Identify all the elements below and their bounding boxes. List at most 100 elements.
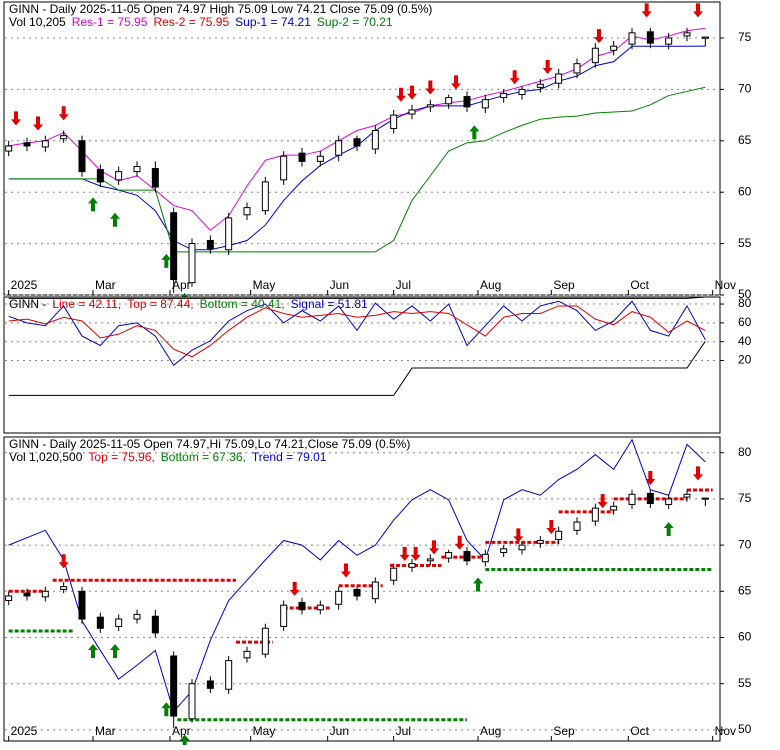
candle-body xyxy=(665,37,673,45)
x-tick-label: Oct xyxy=(630,724,649,738)
y-tick-label: 60 xyxy=(738,184,752,198)
candle-body xyxy=(683,493,691,498)
candle-body xyxy=(206,240,214,250)
candle-body xyxy=(225,217,233,251)
candle-body xyxy=(408,563,416,568)
x-tick-label: Sep xyxy=(553,724,575,738)
legend-entry: Res-1 = 75.95 xyxy=(72,15,148,29)
sell-arrow xyxy=(645,471,656,486)
candle-body xyxy=(591,507,599,522)
sell-arrow xyxy=(407,85,417,100)
indicator-line xyxy=(8,341,706,396)
y-tick-label: 80 xyxy=(738,445,752,459)
buy-arrow xyxy=(161,253,172,268)
y-tick-label: 70 xyxy=(738,82,752,96)
candle-body xyxy=(78,140,86,173)
y-tick-label: 20 xyxy=(738,353,752,367)
legend-entry: GINN - xyxy=(9,297,46,311)
sell-arrow xyxy=(33,116,43,131)
panel-frame xyxy=(3,1,721,296)
candle-body xyxy=(353,588,361,597)
legend-entry: Bottom = 40.41, xyxy=(200,297,285,311)
candle-body xyxy=(555,73,563,84)
candle-body xyxy=(555,530,563,541)
sell-arrow xyxy=(341,563,351,578)
candle-body xyxy=(390,114,398,129)
legend-entry: Vol 1,020,500 xyxy=(9,450,83,464)
y-tick-label: 55 xyxy=(738,676,752,690)
candle-body xyxy=(536,539,544,544)
legend-entry: Res-2 = 75.95 xyxy=(153,15,229,29)
candle-body xyxy=(206,680,214,689)
buy-arrow xyxy=(161,702,172,717)
x-tick-label: Aug xyxy=(480,724,501,738)
legend-entry: Signal = 51.81 xyxy=(291,297,368,311)
sell-arrow xyxy=(58,554,69,569)
candle-body xyxy=(518,544,526,551)
panel-title: GINN - Daily 2025-11-05 Open 74.97,Hi 75… xyxy=(9,437,410,451)
x-tick-label: Jun xyxy=(330,724,349,738)
candle-body xyxy=(573,63,581,74)
panel-title: GINN - Daily 2025-11-05 Open 74.97 High … xyxy=(9,2,432,16)
candle-body xyxy=(335,590,343,605)
candle-body xyxy=(646,31,654,44)
sell-arrow xyxy=(454,535,465,550)
buy-arrow xyxy=(88,643,98,658)
y-tick-label: 75 xyxy=(738,491,752,505)
indicator-line xyxy=(8,27,706,231)
candle-body xyxy=(426,558,434,562)
x-tick-label: 2025 xyxy=(11,724,38,738)
candle-body xyxy=(261,627,269,655)
sell-arrow xyxy=(509,70,520,85)
candle-body xyxy=(371,130,379,150)
x-tick-label: Nov xyxy=(715,724,736,738)
candle-body xyxy=(353,138,361,147)
candle-body xyxy=(445,552,453,559)
candle-body xyxy=(23,142,31,147)
candle-body xyxy=(701,36,709,39)
candle-body xyxy=(481,99,489,109)
x-tick-label: Aug xyxy=(480,278,501,292)
y-tick-label: 40 xyxy=(738,334,752,348)
sell-arrow xyxy=(693,466,703,481)
candle-body xyxy=(280,155,288,181)
candle-body xyxy=(500,548,508,554)
candle-body xyxy=(371,581,379,600)
sell-arrow xyxy=(425,80,436,95)
x-tick-label: Oct xyxy=(630,278,649,292)
y-tick-label: 50 xyxy=(738,287,752,301)
candle-body xyxy=(115,171,123,181)
candle-body xyxy=(41,140,49,148)
candle-body xyxy=(628,32,636,45)
x-tick-label: Jul xyxy=(396,278,411,292)
buy-arrow xyxy=(663,522,674,537)
candle-body xyxy=(41,590,49,598)
indicator-line xyxy=(8,305,706,358)
candle-body xyxy=(243,207,251,216)
candle-body xyxy=(500,92,508,99)
indicator-line xyxy=(8,296,706,299)
candle-body xyxy=(60,135,68,140)
candle-body xyxy=(170,655,178,717)
candle-body xyxy=(316,604,324,611)
candle-body xyxy=(610,45,618,51)
candle-body xyxy=(426,104,434,108)
candle-body xyxy=(60,586,68,590)
sell-arrow xyxy=(11,111,21,126)
sell-arrow xyxy=(546,520,557,535)
sell-arrow xyxy=(693,3,703,18)
sell-arrow xyxy=(451,75,461,90)
x-tick-label: Apr xyxy=(172,724,191,738)
legend-entry: Sup-1 = 74.21 xyxy=(235,15,311,29)
candle-body xyxy=(23,592,31,597)
candle-body xyxy=(280,604,288,627)
sell-arrow xyxy=(399,546,410,561)
y-tick-label: 65 xyxy=(738,133,752,147)
y-tick-label: 70 xyxy=(738,537,752,551)
sell-arrow xyxy=(410,546,421,561)
panel-frame xyxy=(3,296,721,434)
candle-body xyxy=(481,553,489,563)
candle-body xyxy=(133,165,141,173)
candle-body xyxy=(170,212,178,281)
